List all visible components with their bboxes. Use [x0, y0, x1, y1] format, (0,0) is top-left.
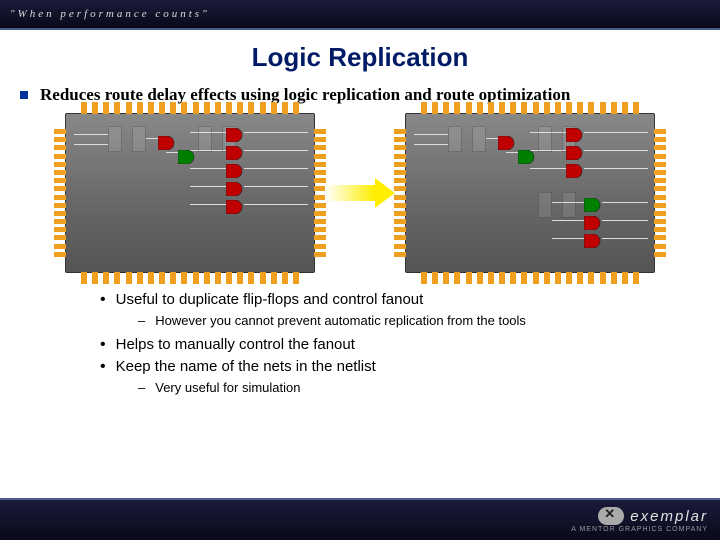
- logo-subtext: A MENTOR GRAPHICS COMPANY: [571, 526, 708, 533]
- logic-gate: [566, 164, 584, 183]
- gate-icon: [158, 136, 176, 150]
- wire: [190, 186, 226, 187]
- tagline: "When performance counts": [10, 8, 210, 20]
- wire: [584, 150, 648, 151]
- gate-icon: [226, 164, 244, 178]
- arrow-icon: [325, 178, 395, 208]
- flipflop: [538, 126, 552, 152]
- logic-gate: [226, 182, 244, 201]
- top-bar: "When performance counts": [0, 0, 720, 30]
- gate-icon: [226, 146, 244, 160]
- wire: [74, 134, 108, 135]
- flipflop: [132, 126, 146, 152]
- bullet-item: However you cannot prevent automatic rep…: [138, 313, 720, 328]
- wire: [552, 238, 584, 239]
- wire: [414, 134, 448, 135]
- flipflop: [472, 126, 486, 152]
- bullet-item: Useful to duplicate flip-flops and contr…: [100, 291, 720, 309]
- gate-icon: [498, 136, 516, 150]
- logic-gate: [178, 150, 196, 169]
- logic-gate: [584, 216, 602, 235]
- gate-icon: [178, 150, 196, 164]
- gate-icon: [584, 216, 602, 230]
- wire: [244, 132, 308, 133]
- flipflop: [538, 192, 552, 218]
- wire: [244, 150, 308, 151]
- logo: exemplar A MENTOR GRAPHICS COMPANY: [571, 507, 708, 533]
- wire: [584, 132, 648, 133]
- logic-gate: [584, 234, 602, 253]
- wire: [602, 238, 648, 239]
- wire: [244, 168, 308, 169]
- wire: [602, 220, 648, 221]
- wire: [584, 168, 648, 169]
- gate-icon: [226, 128, 244, 142]
- gate-icon: [566, 164, 584, 178]
- chip-before: [65, 113, 315, 273]
- chip-after: [405, 113, 655, 273]
- bullet-item: Very useful for simulation: [138, 380, 720, 395]
- wire: [414, 144, 448, 145]
- flipflop: [108, 126, 122, 152]
- wire: [244, 186, 308, 187]
- gate-icon: [566, 128, 584, 142]
- diagram-area: [0, 113, 720, 273]
- gate-icon: [584, 234, 602, 248]
- gate-icon: [584, 198, 602, 212]
- logic-gate: [518, 150, 536, 169]
- gate-icon: [518, 150, 536, 164]
- gate-icon: [226, 200, 244, 214]
- wire: [552, 220, 584, 221]
- logic-gate: [584, 198, 602, 217]
- footer-bar: exemplar A MENTOR GRAPHICS COMPANY: [0, 498, 720, 540]
- flipflop: [198, 126, 212, 152]
- logic-gate: [158, 136, 176, 155]
- bullet-square-icon: [20, 91, 28, 99]
- gate-icon: [566, 146, 584, 160]
- bullet-item: Helps to manually control the fanout: [100, 336, 720, 354]
- wire: [602, 202, 648, 203]
- logic-gate: [226, 128, 244, 147]
- logo-text: exemplar: [630, 508, 708, 525]
- flipflop: [562, 192, 576, 218]
- wire: [486, 138, 498, 139]
- wire: [74, 144, 108, 145]
- logic-gate: [226, 164, 244, 183]
- wire: [146, 138, 158, 139]
- logic-gate: [226, 146, 244, 165]
- flipflop: [448, 126, 462, 152]
- wire: [190, 204, 226, 205]
- bullet-item: Keep the name of the nets in the netlist: [100, 358, 720, 376]
- page-title: Logic Replication: [0, 42, 720, 73]
- logic-gate: [566, 146, 584, 165]
- logo-icon: [598, 507, 624, 525]
- gate-icon: [226, 182, 244, 196]
- logic-gate: [498, 136, 516, 155]
- wire: [244, 204, 308, 205]
- bullet-list: Useful to duplicate flip-flops and contr…: [100, 291, 720, 395]
- logic-gate: [226, 200, 244, 219]
- logic-gate: [566, 128, 584, 147]
